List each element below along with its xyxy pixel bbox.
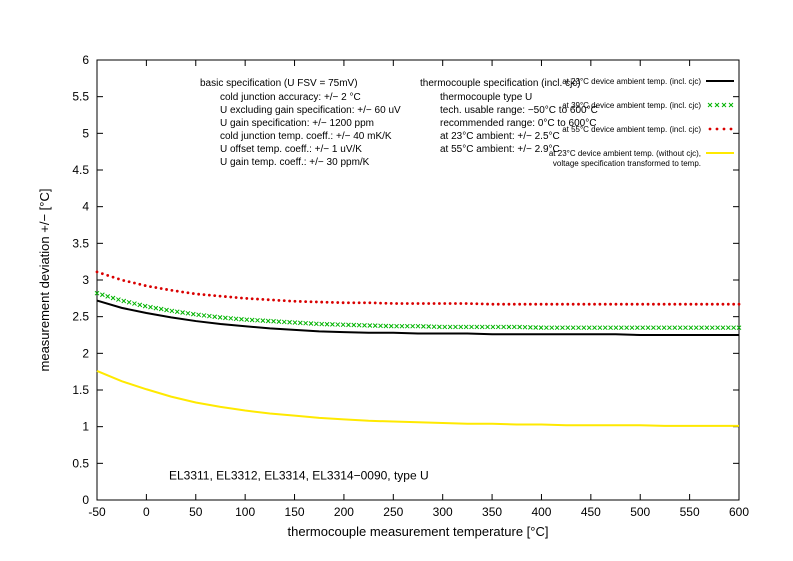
y-tick-label: 5.5 — [72, 90, 89, 104]
x-tick-label: 250 — [383, 505, 403, 519]
x-tick-label: 100 — [235, 505, 255, 519]
x-tick-label: 150 — [285, 505, 305, 519]
chart-svg: -500501001502002503003504004505005506000… — [0, 0, 793, 561]
y-tick-label: 2.5 — [72, 310, 89, 324]
y-tick-label: 6 — [82, 53, 89, 67]
chart-container: -500501001502002503003504004505005506000… — [0, 0, 793, 561]
x-tick-label: 50 — [189, 505, 203, 519]
y-tick-label: 5 — [82, 126, 89, 140]
x-axis-label: thermocouple measurement temperature [°C… — [288, 524, 549, 539]
x-tick-label: 500 — [630, 505, 650, 519]
x-tick-label: 400 — [531, 505, 551, 519]
x-tick-label: 600 — [729, 505, 749, 519]
spec-right-line: at 23°C ambient: +/− 2.5°C — [440, 131, 560, 142]
spec-right-line: at 55°C ambient: +/− 2.9°C — [440, 144, 560, 155]
x-tick-label: 550 — [680, 505, 700, 519]
spec-left-title: basic specification (U FSV = 75mV) — [200, 78, 358, 89]
y-axis-label: measurement deviation +/− [°C] — [37, 189, 52, 372]
y-tick-label: 2 — [82, 346, 89, 360]
y-tick-label: 3.5 — [72, 236, 89, 250]
legend-label: at 55°C device ambient temp. (incl. cjc) — [562, 125, 701, 134]
legend-label: at 23°C device ambient temp. (without cj… — [549, 149, 701, 158]
x-tick-label: 450 — [581, 505, 601, 519]
y-tick-label: 3 — [82, 273, 89, 287]
y-tick-label: 4 — [82, 200, 89, 214]
y-tick-label: 4.5 — [72, 163, 89, 177]
legend-label: at 23°C device ambient temp. (incl. cjc) — [562, 77, 701, 86]
spec-left-line: U gain specification: +/− 1200 ppm — [220, 118, 374, 129]
y-tick-label: 1 — [82, 420, 89, 434]
x-tick-label: -50 — [88, 505, 106, 519]
y-tick-label: 0 — [82, 493, 89, 507]
series-23C-incl-cjc — [97, 301, 739, 335]
spec-left-line: U gain temp. coeff.: +/− 30 ppm/K — [220, 157, 370, 168]
spec-left-line: cold junction temp. coeff.: +/− 40 mK/K — [220, 131, 392, 142]
x-tick-label: 350 — [482, 505, 502, 519]
y-tick-label: 1.5 — [72, 383, 89, 397]
chart-subtitle: EL3311, EL3312, EL3314, EL3314−0090, typ… — [169, 468, 429, 482]
spec-left-line: U offset temp. coeff.: +/− 1 uV/K — [220, 144, 362, 155]
spec-left-line: cold junction accuracy: +/− 2 °C — [220, 92, 361, 103]
x-tick-label: 300 — [433, 505, 453, 519]
legend-label: voltage specification transformed to tem… — [553, 159, 701, 168]
legend-label: at 39°C device ambient temp. (incl. cjc) — [562, 101, 701, 110]
y-tick-label: 0.5 — [72, 456, 89, 470]
x-tick-label: 0 — [143, 505, 150, 519]
spec-left-line: U excluding gain specification: +/− 60 u… — [220, 105, 401, 116]
series-23C-without-cjc — [97, 371, 739, 426]
spec-right-title: thermocouple specification (incl. cjc) — [420, 78, 581, 89]
spec-right-line: thermocouple type U — [440, 92, 532, 103]
x-tick-label: 200 — [334, 505, 354, 519]
